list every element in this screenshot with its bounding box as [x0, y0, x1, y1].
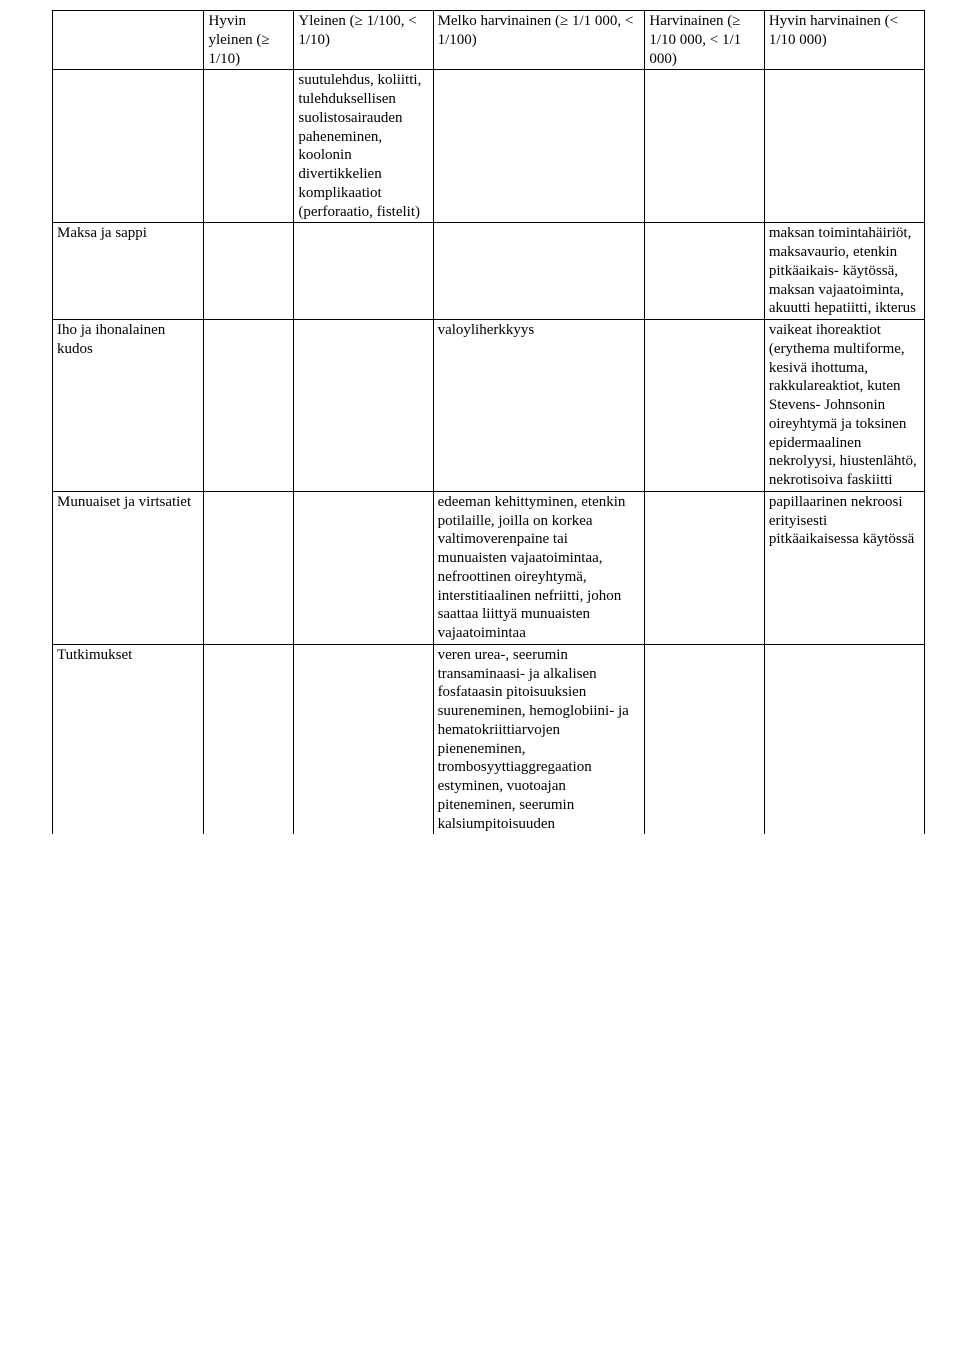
row-c4 [645, 223, 764, 320]
table-row: Tutkimukset veren urea-, seerumin transa… [53, 644, 925, 834]
row-c1 [204, 644, 294, 834]
row-label: Munuaiset ja virtsatiet [53, 491, 204, 644]
row-label: Tutkimukset [53, 644, 204, 834]
row-label [53, 70, 204, 223]
row-c4 [645, 320, 764, 492]
table-row: suutulehdus, koliitti, tulehduksellisen … [53, 70, 925, 223]
header-col2: Yleinen (≥ 1/100, < 1/10) [294, 11, 433, 70]
row-c1 [204, 223, 294, 320]
row-c5 [764, 644, 924, 834]
row-c1 [204, 70, 294, 223]
row-label: Iho ja ihonalainen kudos [53, 320, 204, 492]
adverse-effects-table: Hyvin yleinen (≥ 1/10) Yleinen (≥ 1/100,… [52, 10, 925, 834]
row-c5: maksan toimintahäiriöt, maksavaurio, ete… [764, 223, 924, 320]
row-c4 [645, 644, 764, 834]
row-c1 [204, 320, 294, 492]
row-c4 [645, 491, 764, 644]
header-empty [53, 11, 204, 70]
table-row: Maksa ja sappi maksan toimintahäiriöt, m… [53, 223, 925, 320]
page: Hyvin yleinen (≥ 1/10) Yleinen (≥ 1/100,… [0, 0, 960, 834]
row-c4 [645, 70, 764, 223]
row-c3: edeeman kehittyminen, etenkin potilaille… [433, 491, 645, 644]
row-c2 [294, 644, 433, 834]
row-c3: veren urea-, seerumin transaminaasi- ja … [433, 644, 645, 834]
header-col3: Melko harvinainen (≥ 1/1 000, < 1/100) [433, 11, 645, 70]
row-c5: vaikeat ihoreaktiot (erythema multiforme… [764, 320, 924, 492]
row-c2 [294, 491, 433, 644]
table-row: Munuaiset ja virtsatiet edeeman kehittym… [53, 491, 925, 644]
header-col1: Hyvin yleinen (≥ 1/10) [204, 11, 294, 70]
table-header-row: Hyvin yleinen (≥ 1/10) Yleinen (≥ 1/100,… [53, 11, 925, 70]
row-c2: suutulehdus, koliitti, tulehduksellisen … [294, 70, 433, 223]
row-c3 [433, 70, 645, 223]
row-label: Maksa ja sappi [53, 223, 204, 320]
row-c5 [764, 70, 924, 223]
row-c3 [433, 223, 645, 320]
row-c1 [204, 491, 294, 644]
row-c3: valoyliherkkyys [433, 320, 645, 492]
row-c2 [294, 223, 433, 320]
header-col4: Harvinainen (≥ 1/10 000, < 1/1 000) [645, 11, 764, 70]
row-c5: papillaarinen nekroosi erityisesti pitkä… [764, 491, 924, 644]
table-row: Iho ja ihonalainen kudos valoyliherkkyys… [53, 320, 925, 492]
row-c2 [294, 320, 433, 492]
header-col5: Hyvin harvinainen (< 1/10 000) [764, 11, 924, 70]
